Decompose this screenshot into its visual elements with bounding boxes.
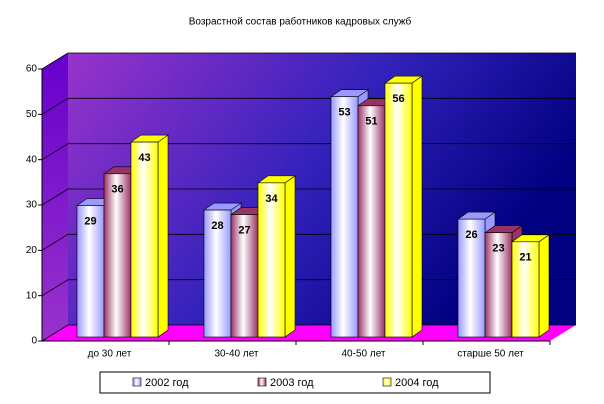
- grid-line: [41, 188, 69, 206]
- data-label: 21: [519, 252, 531, 264]
- y-tick-label: 20: [26, 245, 38, 256]
- bar: [203, 209, 232, 338]
- bar: [230, 214, 259, 338]
- y-tick-label: 10: [26, 290, 38, 301]
- data-label: 26: [465, 229, 477, 241]
- grid-line: [41, 324, 69, 342]
- data-label: 53: [338, 107, 350, 119]
- bar: [511, 241, 540, 338]
- grid-line: [41, 52, 69, 70]
- bar-side: [284, 175, 296, 338]
- legend-label: 2002 год: [145, 377, 189, 389]
- grid-line: [41, 233, 69, 251]
- bar: [484, 232, 513, 338]
- data-label: 27: [238, 225, 250, 237]
- x-tick-label: старше 50 лет: [457, 349, 524, 360]
- data-label: 28: [211, 220, 223, 232]
- data-label: 56: [392, 93, 404, 105]
- bar: [384, 82, 413, 338]
- legend-swatch: [132, 377, 142, 387]
- data-label: 36: [111, 184, 123, 196]
- bar: [76, 205, 105, 338]
- grid-line: [41, 143, 69, 161]
- x-tick-label: до 30 лет: [88, 349, 132, 360]
- legend-label: 2003 год: [270, 377, 314, 389]
- y-tick-label: 40: [26, 154, 38, 165]
- legend-label: 2004 год: [395, 377, 439, 389]
- data-label: 29: [84, 215, 96, 227]
- floor: [42, 325, 576, 341]
- bar: [103, 173, 132, 338]
- y-tick-label: 50: [26, 109, 38, 120]
- data-label: 23: [492, 243, 504, 255]
- x-tick-label: 40-50 лет: [342, 349, 386, 360]
- legend-swatch: [257, 377, 267, 387]
- grid-line: [41, 279, 69, 297]
- grid-line: [41, 97, 69, 115]
- legend-swatch: [382, 377, 392, 387]
- y-tick-label: 30: [26, 200, 38, 211]
- bar: [130, 141, 159, 338]
- bar: [330, 96, 359, 338]
- bar: [457, 218, 486, 338]
- chart-title: Возрастной состав работников кадровых сл…: [189, 16, 412, 28]
- bar-side: [538, 234, 550, 338]
- data-label: 43: [138, 152, 150, 164]
- y-tick-label: 60: [26, 64, 38, 75]
- data-label: 34: [265, 193, 278, 205]
- y-tick-label: 0: [31, 336, 37, 347]
- bar-side: [411, 75, 423, 338]
- data-label: 51: [365, 116, 377, 128]
- bar: [257, 182, 286, 338]
- bar-side: [157, 134, 169, 338]
- x-tick-label: 30-40 лет: [215, 349, 259, 360]
- bar: [357, 105, 386, 338]
- legend-box: [99, 371, 491, 394]
